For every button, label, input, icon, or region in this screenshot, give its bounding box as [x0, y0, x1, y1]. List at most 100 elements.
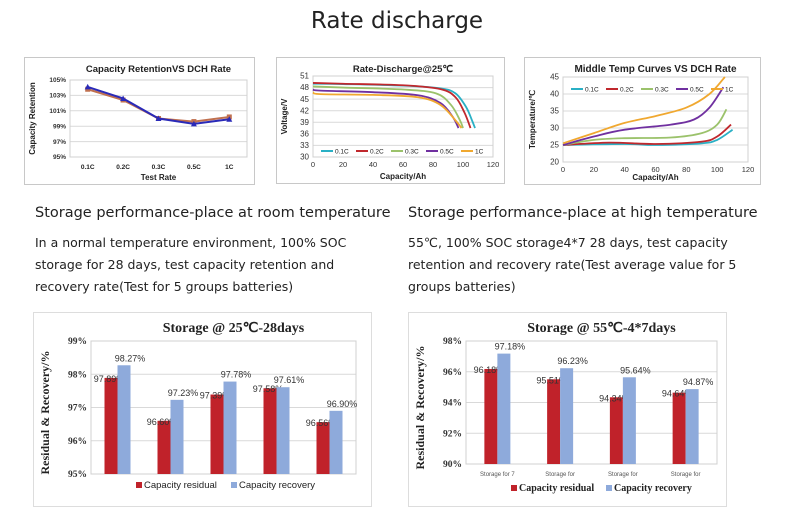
section-text-room-temp: In a normal temperature environment, 100… — [35, 232, 346, 298]
series-line — [562, 76, 726, 145]
section-text-high-temp: 55℃, 100% SOC storage4*7 28 days, test c… — [408, 232, 736, 298]
x-tick-label: 0.3C — [152, 164, 166, 171]
x-tick-label: Storage for — [671, 472, 701, 478]
x-tick-label: 0.1C — [81, 164, 95, 171]
bar — [484, 368, 498, 464]
y-tick-label: 30 — [550, 124, 559, 133]
y-tick-label: 51 — [300, 72, 309, 81]
bar — [170, 399, 184, 474]
plot-area — [69, 79, 248, 158]
data-label: 96.56% — [306, 418, 337, 428]
chart-svg: Storage @ 55℃-4*7days 90% 92% 94% 96% 98% Resi… — [413, 321, 718, 494]
chart-title: Storage @ 25℃-28days — [163, 321, 305, 336]
y-tick-label: 36 — [300, 130, 309, 139]
series-line — [562, 86, 725, 146]
data-label: 97.61% — [274, 375, 305, 385]
series-line — [562, 128, 734, 146]
y-tick-label: 20 — [550, 158, 559, 167]
y-tick-label: 92% — [443, 429, 462, 439]
triangle-marker — [226, 116, 233, 122]
text-line: 55℃, 100% SOC storage4*7 28 days, test c… — [408, 235, 728, 250]
legend-label: Capacity recovery — [239, 480, 315, 491]
plot-area — [465, 340, 718, 465]
text-line: groups batteries) — [408, 279, 516, 294]
bar — [223, 381, 237, 474]
storage-55c-chart: Storage @ 55℃-4*7days 90% 92% 94% 96% 98% Resi… — [408, 312, 727, 507]
y-tick-label: 103% — [49, 93, 66, 100]
text-line: recovery rate(Test for 5 groups batterie… — [35, 279, 294, 294]
chart-title: Rate-Discharge@25℃ — [353, 64, 454, 75]
legend-label: Capacity residual — [519, 483, 594, 494]
legend-swatch — [136, 482, 142, 488]
series-line — [562, 123, 732, 146]
triangle-marker — [120, 95, 127, 101]
y-tick-label: 40 — [550, 90, 559, 99]
y-tick-label: 96% — [443, 368, 462, 378]
data-label: 97.58% — [253, 384, 284, 394]
x-tick-label: 0.2C — [116, 164, 130, 171]
x-tick-label: 120 — [742, 165, 755, 174]
chart-title: Capacity RetentionVS DCH Rate — [86, 64, 231, 75]
y-tick-label: 25 — [550, 141, 559, 150]
x-tick-label: Storage for — [545, 472, 575, 478]
data-label: 94.87% — [683, 377, 714, 387]
legend-label: Capacity recovery — [614, 483, 692, 494]
bar — [276, 387, 290, 474]
x-tick-label: 0 — [561, 165, 565, 174]
storage-25c-chart: Storage @ 25℃-28days 95% 96% 97% 98% 99% Resid… — [33, 312, 372, 507]
legend-label: 1C — [725, 87, 734, 94]
x-tick-label: 120 — [487, 160, 500, 169]
text-line: storage for 28 days, test capacity reten… — [35, 257, 335, 272]
page-title: Rate discharge — [310, 8, 484, 34]
x-tick-label: 60 — [651, 165, 659, 174]
x-tick-label: 80 — [429, 160, 437, 169]
y-axis-label: Capacity Retention — [28, 82, 37, 155]
x-tick-label: 1C — [225, 164, 234, 171]
data-label: 97.78% — [221, 370, 252, 380]
x-tick-label: 60 — [399, 160, 407, 169]
x-tick-label: 0 — [311, 160, 315, 169]
y-tick-label: 33 — [300, 141, 309, 150]
data-label: 95.51% — [536, 375, 567, 385]
chart-title: Storage @ 55℃-4*7days — [527, 321, 676, 336]
bar — [157, 420, 171, 474]
data-label: 96.60% — [147, 417, 178, 427]
y-tick-label: 45 — [300, 95, 309, 104]
y-tick-label: 45 — [550, 73, 559, 82]
bar — [210, 394, 224, 474]
bar — [685, 389, 699, 464]
data-label: 97.39% — [200, 391, 231, 401]
y-tick-label: 90% — [443, 460, 462, 470]
y-tick-label: 101% — [49, 108, 66, 115]
plot-area — [562, 76, 749, 163]
series-line — [312, 85, 464, 129]
chart-svg: Storage @ 25℃-28days 95% 96% 97% 98% 99% Resid… — [38, 321, 358, 491]
y-axis-label: Voltage/V — [280, 98, 289, 135]
triangle-marker — [84, 83, 91, 90]
legend-label: 0.2C — [370, 149, 384, 156]
y-tick-label: 42 — [300, 106, 309, 115]
bar — [329, 410, 343, 474]
legend-swatch — [511, 485, 517, 491]
legend-label: 0.5C — [440, 149, 454, 156]
x-tick-label: 100 — [711, 165, 724, 174]
bar — [622, 377, 636, 464]
y-tick-label: 96% — [68, 437, 87, 447]
legend-label: Capacity residual — [144, 480, 217, 491]
bar — [104, 377, 118, 474]
bar — [263, 388, 277, 474]
y-tick-label: 98% — [68, 370, 87, 380]
text-line: In a normal temperature environment, 100… — [35, 235, 347, 250]
data-label: 97.23% — [168, 388, 199, 398]
y-tick-label: 99% — [68, 337, 87, 347]
data-label: 96.23% — [557, 356, 588, 366]
data-label: 96.90% — [327, 399, 358, 409]
data-label: 97.18% — [495, 342, 526, 352]
data-label: 97.89% — [94, 374, 125, 384]
legend-label: 0.2C — [620, 87, 634, 94]
chart-title: Middle Temp Curves VS DCH Rate — [574, 64, 737, 75]
x-tick-label: 100 — [457, 160, 470, 169]
legend-label: 0.5C — [690, 87, 704, 94]
x-tick-label: 80 — [682, 165, 690, 174]
y-tick-label: 95% — [68, 470, 87, 480]
